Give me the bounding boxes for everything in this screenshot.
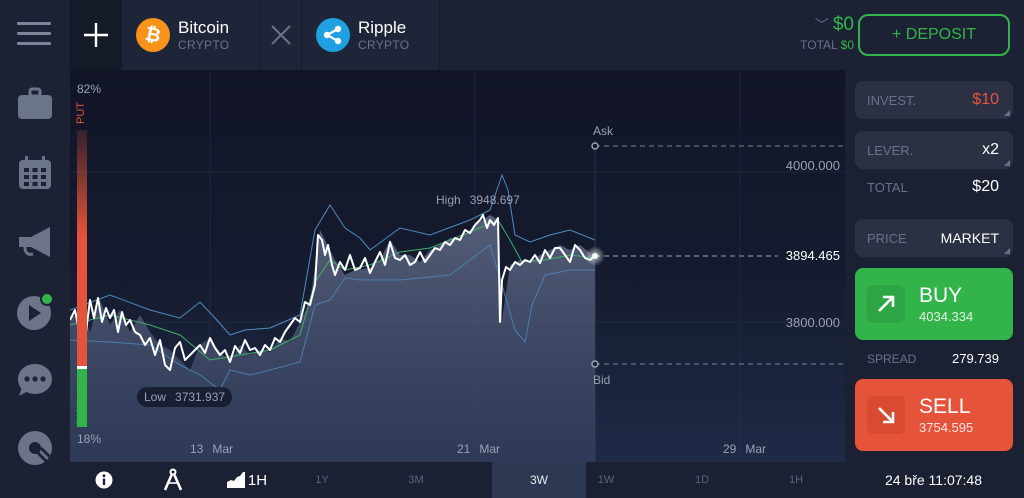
price-line	[70, 214, 596, 371]
low-label: Low	[144, 390, 167, 404]
price-chart[interactable]: 82% PUT CALL 18% Ask Bid 4000.000 3800.0…	[70, 70, 845, 462]
info-icon	[95, 471, 113, 489]
invest-label: INVEST.	[867, 92, 917, 108]
price-level-3800: 3800.000	[785, 315, 840, 330]
asset-tab-ripple[interactable]: Ripple CRYPTO	[302, 0, 440, 70]
drawing-tools-button[interactable]	[158, 462, 188, 498]
current-price: 3894.465	[785, 248, 840, 263]
asset-tab-bitcoin[interactable]: ₿ Bitcoin CRYPTO	[122, 0, 260, 70]
put-percentage: 82%	[77, 82, 102, 96]
price-type-value: MARKET	[940, 230, 999, 246]
date-label: 13 Mar	[190, 442, 234, 456]
timeframe-3w[interactable]: 3W	[492, 462, 586, 498]
support-icon[interactable]	[17, 430, 54, 466]
invest-value: $10	[972, 91, 999, 108]
plus-icon	[84, 23, 108, 47]
menu-icon[interactable]	[17, 22, 51, 48]
buy-price: 4034.334	[919, 308, 974, 324]
high-label: High	[436, 193, 461, 207]
spread-label: SPREAD	[867, 351, 917, 366]
total-row: TOTAL $20	[855, 178, 1013, 196]
close-icon	[271, 25, 291, 45]
chart-interval-label: 1H	[247, 471, 268, 489]
spread-row: SPREAD 279.739	[855, 351, 1013, 366]
bitcoin-icon: ₿	[136, 18, 170, 52]
calendar-icon[interactable]	[17, 155, 53, 191]
buy-label: BUY	[919, 283, 963, 307]
leverage-label: LEVER.	[867, 142, 914, 158]
sell-price: 3754.595	[919, 419, 974, 435]
price-level-4000: 4000.000	[785, 158, 840, 173]
leverage-field[interactable]: LEVER. x2	[855, 131, 1013, 169]
chevron-down-icon: ﹀	[814, 17, 829, 33]
total-value: $20	[972, 178, 999, 195]
ask-label: Ask	[593, 124, 614, 138]
current-datetime: 24 bře 11:07:48	[884, 472, 982, 488]
megaphone-icon[interactable]	[17, 224, 53, 260]
arrow-up-right-icon	[867, 285, 905, 323]
call-percentage: 18%	[77, 432, 102, 446]
chat-icon[interactable]	[17, 362, 53, 398]
upper-band	[70, 173, 596, 336]
top-bar: ₿ Bitcoin CRYPTO Ripple CRYPTO ﹀ $0 TOTAL…	[70, 0, 1024, 70]
asset-category: CRYPTO	[358, 38, 410, 52]
compass-drawing-icon	[163, 468, 183, 491]
timeframe-3m[interactable]: 3M	[408, 474, 424, 486]
invest-field[interactable]: INVEST. $10	[855, 81, 1013, 119]
sell-button[interactable]: SELL 3754.595	[855, 379, 1013, 451]
video-play-icon[interactable]	[17, 292, 54, 330]
chart-type-button[interactable]: 1H	[222, 462, 272, 498]
arrow-down-right-icon	[867, 396, 905, 434]
balance-total-value: $0	[840, 38, 854, 52]
timeframe-1y[interactable]: 1Y	[315, 474, 329, 486]
put-label: PUT	[75, 102, 87, 124]
left-sidebar	[0, 0, 70, 498]
balance-amount: $0	[832, 14, 854, 35]
asset-name: Ripple	[358, 18, 407, 37]
svg-text:₿: ₿	[143, 24, 163, 46]
ripple-icon	[316, 18, 350, 52]
high-badge: High 3948.697	[429, 190, 527, 210]
leverage-value: x2	[982, 141, 999, 158]
deposit-button[interactable]: + DEPOSIT	[858, 14, 1010, 56]
notification-badge	[40, 292, 54, 306]
price-label: PRICE	[867, 230, 907, 246]
bid-label: Bid	[593, 373, 611, 387]
balance-dropdown[interactable]: ﹀ $0 TOTAL $0	[800, 14, 854, 52]
low-value: 3731.937	[175, 390, 226, 404]
call-bar	[77, 369, 87, 427]
put-bar	[77, 130, 87, 366]
timeframe-1d[interactable]: 1D	[694, 474, 710, 486]
buy-button[interactable]: BUY 4034.334	[855, 268, 1013, 340]
call-label: CALL	[75, 399, 87, 427]
asset-category: CRYPTO	[178, 38, 230, 52]
area-chart-icon	[226, 472, 245, 488]
balance-total-label: TOTAL	[800, 38, 838, 52]
info-button[interactable]	[90, 462, 118, 498]
total-label: TOTAL	[867, 179, 908, 195]
timeframe-1h[interactable]: 1H	[788, 474, 804, 486]
briefcase-icon[interactable]	[17, 86, 53, 122]
low-badge: Low 3731.937	[137, 387, 233, 407]
spread-value: 279.739	[952, 351, 999, 366]
price-type-field[interactable]: PRICE MARKET	[855, 219, 1013, 257]
close-tab-button[interactable]	[260, 0, 302, 70]
add-asset-button[interactable]	[70, 0, 122, 70]
high-value: 3948.697	[469, 193, 520, 207]
lower-band	[70, 244, 595, 391]
sell-label: SELL	[919, 394, 971, 418]
asset-name: Bitcoin	[178, 18, 230, 37]
timeframe-1w[interactable]: 1W	[597, 474, 615, 486]
bottom-toolbar: 1H 1Y 3M 3W 1W 1D 1H 24 bře 11:07:48	[70, 462, 1024, 498]
date-label: 21 Mar	[457, 442, 501, 456]
trade-panel: INVEST. $10 LEVER. x2 TOTAL $20 PRICE MA…	[845, 70, 1024, 462]
date-label: 29 Mar	[723, 442, 767, 456]
